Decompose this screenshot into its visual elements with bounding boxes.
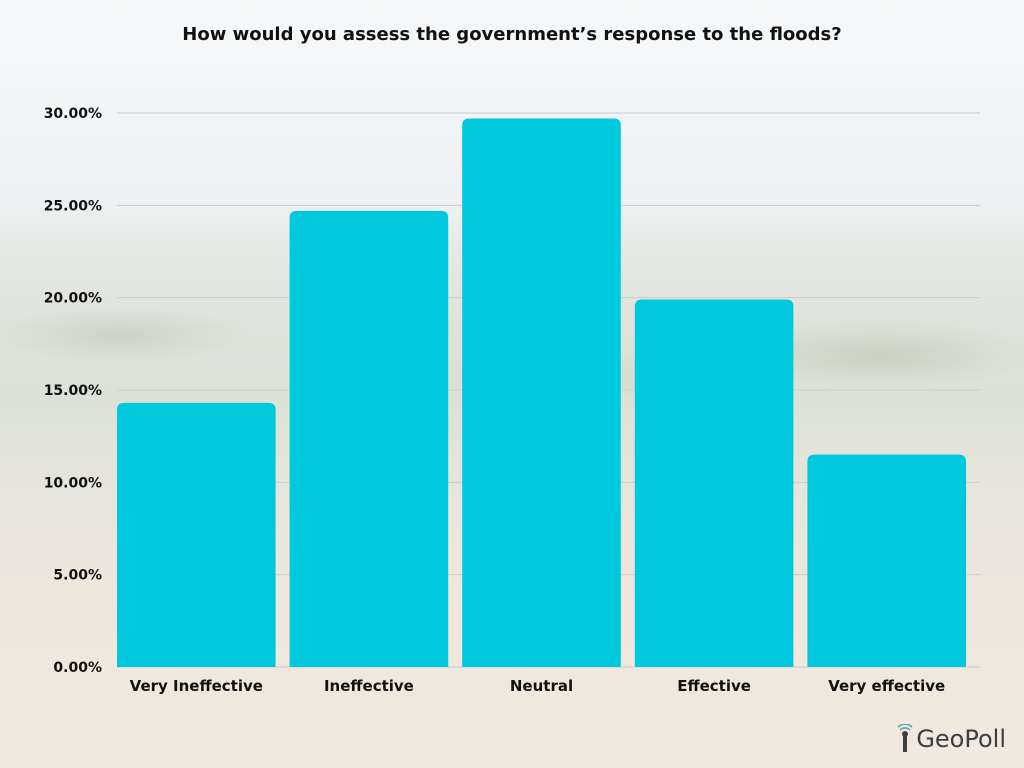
- x-category-label: Ineffective: [324, 677, 414, 695]
- bar-effective: [634, 299, 794, 667]
- bars: [117, 118, 966, 668]
- bar-very-ineffective: [117, 402, 276, 667]
- geopoll-logo: GeoPoll: [898, 724, 1006, 754]
- x-category-label: Effective: [677, 677, 751, 695]
- y-tick-label: 20.00%: [44, 291, 102, 307]
- bar-very-effective: [807, 454, 966, 667]
- y-tick-label: 5.00%: [53, 568, 102, 584]
- logo-text: GeoPoll: [916, 725, 1006, 753]
- chart-title: How would you assess the government’s re…: [182, 24, 841, 45]
- bar-ineffective: [289, 210, 449, 667]
- x-axis-categories: Very Ineffective Ineffective Neutral Effect…: [130, 677, 946, 695]
- y-tick-label: 10.00%: [44, 475, 102, 491]
- x-category-label: Very Ineffective: [130, 677, 263, 695]
- bar-neutral: [462, 118, 621, 668]
- y-tick-label: 15.00%: [44, 383, 102, 399]
- signal-icon: [898, 724, 913, 752]
- y-tick-label: 30.00%: [44, 106, 102, 122]
- x-category-label: Neutral: [510, 677, 573, 695]
- y-axis-ticks: 0.00% 5.00% 10.00% 15.00% 20.00% 25.00% 30.00%: [44, 106, 102, 676]
- y-tick-label: 0.00%: [53, 660, 102, 676]
- y-tick-label: 25.00%: [44, 198, 102, 214]
- x-category-label: Very effective: [828, 677, 945, 695]
